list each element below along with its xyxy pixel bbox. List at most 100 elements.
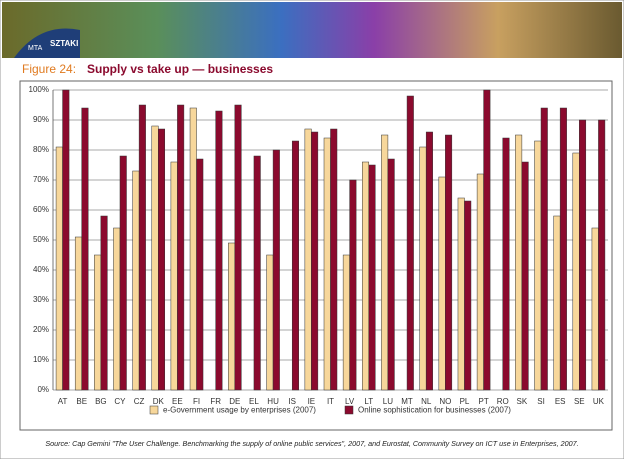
bar (119, 155, 127, 391)
y-tick-label: 10% (33, 355, 49, 364)
bar (419, 146, 427, 391)
logo-text: MTA (28, 45, 43, 52)
y-tick-label: 80% (33, 145, 49, 154)
x-tick-label: IE (308, 397, 316, 406)
x-tick-label: MT (401, 397, 413, 406)
chart-border (19, 80, 613, 431)
bar (406, 95, 414, 391)
bar (100, 215, 108, 391)
plot: 0% 10% 20% 30% 40% 50% 60% 70% 80% 90% 100% AT BE BG C… (29, 85, 608, 415)
bar (234, 104, 242, 391)
bar (591, 227, 599, 391)
bar (62, 89, 70, 391)
x-tick-label: EE (172, 397, 183, 406)
x-tick-label: NO (439, 397, 451, 406)
bar (170, 161, 178, 391)
legend-swatch (344, 405, 354, 415)
y-tick-label: 60% (33, 205, 49, 214)
bar (272, 149, 280, 391)
legend-label: e-Government usage by enterprises (2007) (163, 406, 316, 415)
chart-title: Supply vs take up — businesses (87, 62, 273, 76)
legend-label: Online sophistication for businesses (20… (358, 406, 511, 415)
figure-label: Figure 24: (22, 62, 76, 76)
y-tick-label: 100% (29, 85, 49, 94)
bar (579, 119, 587, 391)
bar (215, 110, 223, 391)
y-tick-label: 40% (33, 265, 49, 274)
x-tick-label: PL (460, 397, 470, 406)
bar (559, 107, 567, 391)
logo-shape (14, 28, 80, 58)
x-tick-label: IS (288, 397, 296, 406)
y-tick-label: 20% (33, 325, 49, 334)
x-tick-label: SI (537, 397, 545, 406)
x-tick-label: FI (193, 397, 200, 406)
x-tick-label: AT (58, 397, 68, 406)
bar (425, 131, 433, 391)
bar (81, 107, 89, 391)
bar (387, 158, 395, 391)
x-tick-label: FR (210, 397, 221, 406)
x-tick-label: LT (364, 397, 373, 406)
banner (2, 2, 622, 58)
bar (553, 215, 561, 391)
x-tick-label: UK (593, 397, 605, 406)
x-tick-label: BG (95, 397, 107, 406)
logo-text: SZTAKI (50, 39, 78, 48)
bar (266, 254, 274, 391)
bar (342, 254, 350, 391)
source: Source: Cap Gemini "The User Challenge. … (45, 439, 578, 448)
x-tick-label: EL (249, 397, 259, 406)
bar (132, 170, 140, 391)
x-tick-label: SK (517, 397, 528, 406)
y-tick-label: 90% (33, 115, 49, 124)
x-tick-label: CZ (134, 397, 145, 406)
bar (94, 254, 102, 391)
y-tick-label: 0% (37, 385, 49, 394)
bar (438, 176, 446, 391)
bar (74, 236, 82, 391)
x-tick-label: ES (555, 397, 566, 406)
bar (323, 137, 331, 391)
bar (113, 227, 121, 391)
bar (362, 161, 370, 391)
legend-swatch (149, 405, 159, 415)
x-tick-label: RO (497, 397, 509, 406)
x-tick-label: BE (76, 397, 87, 406)
bar (304, 128, 312, 391)
bar (540, 107, 548, 391)
x-tick-label: LV (345, 397, 355, 406)
bar (158, 128, 166, 391)
bar (253, 155, 261, 391)
bar (483, 89, 491, 391)
x-tick-label: CY (114, 397, 126, 406)
bar (55, 146, 63, 391)
bar (515, 134, 523, 391)
bar (534, 140, 542, 391)
bar (381, 134, 389, 391)
bar (151, 125, 159, 391)
bar (598, 119, 606, 391)
bar (330, 128, 338, 391)
bar (228, 242, 236, 391)
x-tick-label: LU (383, 397, 393, 406)
bar (464, 200, 472, 391)
bar (457, 197, 465, 391)
y-tick-label: 50% (33, 235, 49, 244)
bar (291, 140, 299, 391)
bar (189, 107, 197, 391)
bar (177, 104, 185, 391)
x-tick-label: HU (267, 397, 279, 406)
bar (445, 134, 453, 391)
x-tick-label: SE (574, 397, 585, 406)
bar (138, 104, 146, 391)
x-tick-label: DK (153, 397, 165, 406)
x-tick-label: PT (478, 397, 488, 406)
bar (502, 137, 510, 391)
bar (349, 179, 357, 391)
bar (521, 161, 529, 391)
x-tick-label: DE (229, 397, 240, 406)
x-tick-label: NL (421, 397, 432, 406)
bar (368, 164, 376, 391)
